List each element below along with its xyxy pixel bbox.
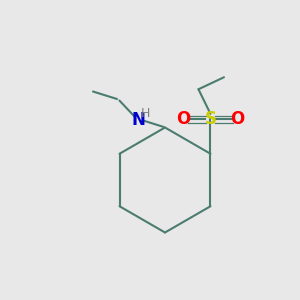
Text: O: O [176,110,190,128]
Text: S: S [205,110,217,128]
Text: H: H [141,107,150,120]
Text: N: N [131,111,145,129]
Text: O: O [230,110,244,128]
